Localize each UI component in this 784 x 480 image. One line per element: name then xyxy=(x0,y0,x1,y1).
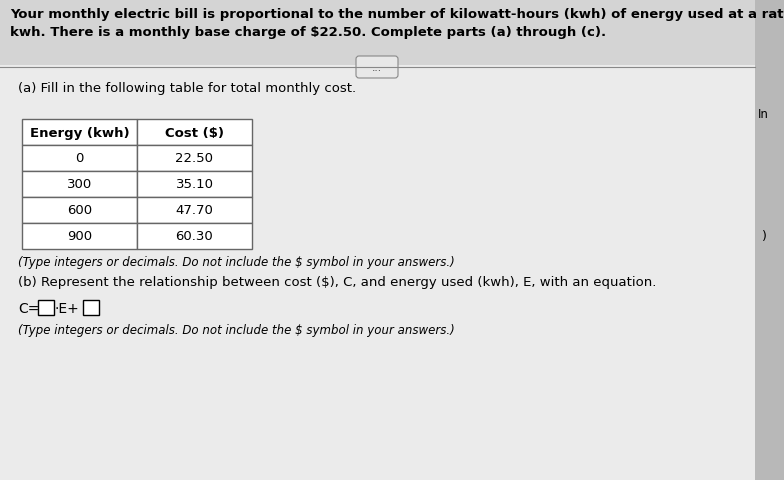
Text: (b) Represent the relationship between cost ($), C, and energy used (kwh), E, wi: (b) Represent the relationship between c… xyxy=(18,276,656,288)
Text: ): ) xyxy=(762,229,767,242)
Text: (a) Fill in the following table for total monthly cost.: (a) Fill in the following table for tota… xyxy=(18,82,356,95)
Text: 60.30: 60.30 xyxy=(176,230,213,243)
Text: In: In xyxy=(758,108,769,121)
Text: 47.70: 47.70 xyxy=(176,204,213,217)
Bar xyxy=(137,146,252,172)
Text: C=: C= xyxy=(18,301,39,315)
Bar xyxy=(0,0,755,66)
Text: Your monthly electric bill is proportional to the number of kilowatt-hours (kwh): Your monthly electric bill is proportion… xyxy=(10,8,784,21)
Text: Cost ($): Cost ($) xyxy=(165,126,224,139)
Text: 600: 600 xyxy=(67,204,92,217)
FancyBboxPatch shape xyxy=(356,57,398,79)
Bar xyxy=(0,66,755,480)
Text: kwh. There is a monthly base charge of $22.50. Complete parts (a) through (c).: kwh. There is a monthly base charge of $… xyxy=(10,26,606,39)
Text: 300: 300 xyxy=(67,178,93,191)
Text: 22.50: 22.50 xyxy=(176,152,213,165)
Bar xyxy=(755,0,784,480)
Text: (Type integers or decimals. Do not include the $ symbol in your answers.): (Type integers or decimals. Do not inclu… xyxy=(18,255,455,268)
Text: Energy (kwh): Energy (kwh) xyxy=(30,126,129,139)
Bar xyxy=(137,224,252,250)
Text: (Type integers or decimals. Do not include the $ symbol in your answers.): (Type integers or decimals. Do not inclu… xyxy=(18,324,455,336)
Bar xyxy=(22,172,137,198)
Text: ...: ... xyxy=(372,63,382,73)
Bar xyxy=(137,172,252,198)
Text: ·E+: ·E+ xyxy=(55,301,80,315)
Bar xyxy=(38,300,54,315)
Bar xyxy=(22,146,137,172)
Bar xyxy=(22,198,137,224)
Text: 900: 900 xyxy=(67,230,92,243)
Text: 0: 0 xyxy=(75,152,84,165)
Bar xyxy=(137,198,252,224)
Bar xyxy=(83,300,99,315)
Text: 35.10: 35.10 xyxy=(176,178,213,191)
Bar xyxy=(22,224,137,250)
Bar xyxy=(137,120,252,146)
Bar xyxy=(22,120,137,146)
